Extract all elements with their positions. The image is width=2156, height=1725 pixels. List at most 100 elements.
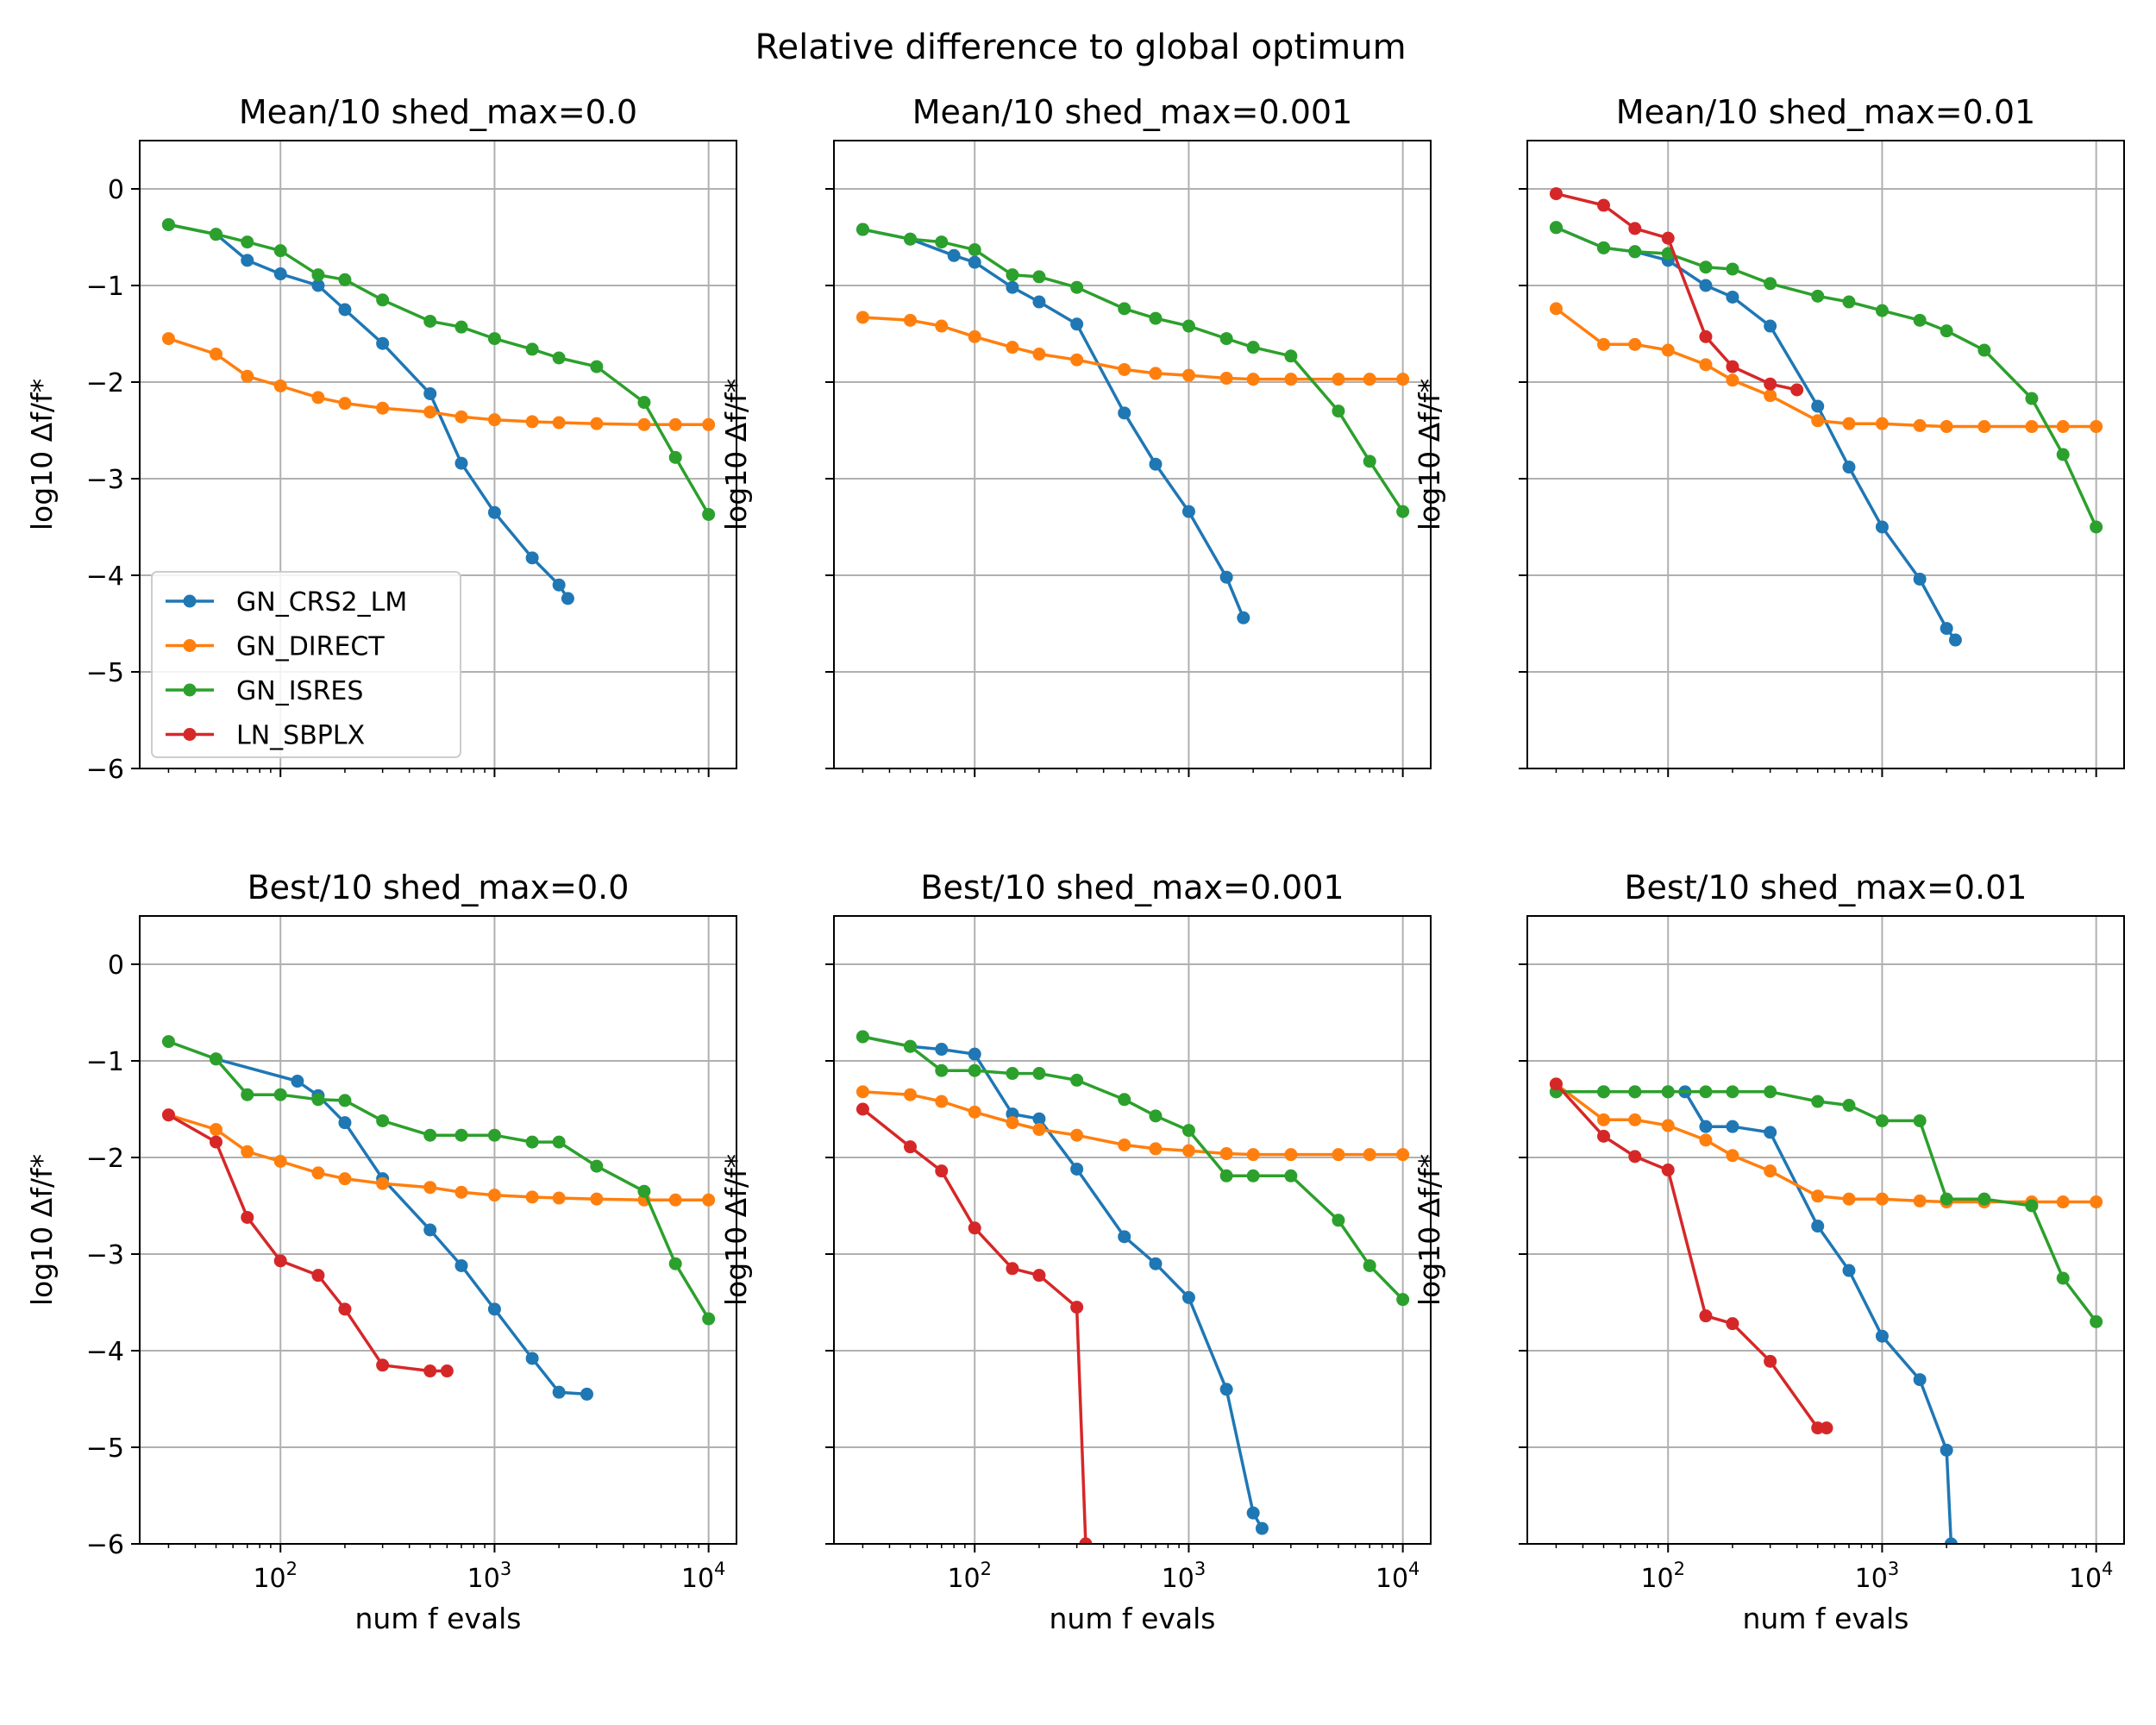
data-point (935, 1095, 949, 1108)
data-point (1332, 1148, 1345, 1162)
data-point (935, 1063, 949, 1077)
series-line (1555, 191, 1798, 392)
data-point (1842, 295, 1856, 309)
axes-frame (139, 140, 737, 769)
data-point (668, 1193, 682, 1207)
series-line (862, 1090, 1403, 1157)
data-point (376, 336, 390, 350)
data-point (1149, 367, 1163, 380)
subplot-title: Mean/10 shed_max=0.001 (912, 93, 1353, 131)
data-point (590, 1192, 604, 1206)
data-point (1699, 279, 1713, 292)
data-point (241, 1145, 254, 1158)
data-point (1549, 221, 1563, 235)
data-point (2090, 1195, 2103, 1209)
data-point (1118, 362, 1131, 376)
data-point (1181, 368, 1195, 382)
data-point (1246, 1506, 1260, 1520)
data-point (161, 1108, 175, 1122)
data-point (968, 255, 981, 269)
data-point (1661, 343, 1675, 357)
data-point (1811, 414, 1825, 428)
data-point (1255, 1521, 1269, 1535)
data-point (1118, 1230, 1131, 1244)
data-point (161, 217, 175, 231)
data-point (376, 293, 390, 307)
data-point (1726, 290, 1739, 304)
series-line (862, 228, 1405, 513)
data-point (338, 273, 352, 286)
data-point (1332, 373, 1345, 386)
series-line (168, 223, 711, 516)
data-point (1913, 418, 1927, 432)
data-point (1597, 1085, 1611, 1099)
data-point (273, 244, 287, 258)
data-point (423, 314, 437, 328)
data-point (525, 1135, 539, 1149)
legend-marker (183, 594, 197, 608)
data-point (1181, 1290, 1195, 1304)
data-point (1118, 406, 1131, 420)
data-point (1118, 302, 1131, 316)
data-point (210, 348, 223, 361)
data-point (1944, 1537, 1958, 1544)
data-point (1726, 360, 1739, 373)
data-point (376, 1113, 390, 1127)
data-point (2025, 420, 2039, 434)
data-point (1811, 1095, 1825, 1108)
series-line (862, 1107, 1087, 1544)
data-point (1597, 241, 1611, 254)
data-point (487, 413, 501, 427)
data-point (1764, 319, 1777, 333)
data-point (1628, 1085, 1642, 1099)
series-line (167, 336, 709, 427)
data-point (1032, 1067, 1046, 1081)
data-point (311, 279, 325, 292)
data-point (210, 228, 223, 242)
data-point (311, 1093, 325, 1107)
data-point (590, 417, 604, 430)
data-point (1219, 372, 1233, 386)
data-point (1842, 417, 1856, 430)
data-point (1726, 262, 1739, 276)
data-point (1699, 1120, 1713, 1133)
data-point (210, 1135, 223, 1149)
data-point (1875, 304, 1889, 317)
data-point (2056, 420, 2070, 434)
data-point (1764, 1354, 1777, 1368)
data-point (637, 417, 651, 431)
data-point (161, 1035, 175, 1049)
data-point (1699, 1133, 1713, 1147)
data-point (856, 1102, 869, 1116)
data-point (1006, 1116, 1019, 1130)
data-point (454, 1185, 468, 1199)
data-point (1284, 1148, 1298, 1162)
data-point (968, 1047, 981, 1061)
legend-label: GN_ISRES (236, 676, 363, 706)
data-point (1842, 1192, 1856, 1206)
y-axis-label: log10 Δf/f* (719, 379, 753, 530)
series-line (862, 1035, 1404, 1301)
y-axis-label: log10 Δf/f* (25, 1154, 59, 1306)
legend-label: GN_DIRECT (236, 632, 385, 662)
series-gn-isres (161, 217, 716, 521)
data-point (1549, 1077, 1563, 1091)
axes-frame (139, 915, 737, 1545)
y-tick-label: −3 (86, 1240, 124, 1270)
data-point (525, 415, 539, 429)
data-point (1699, 260, 1713, 274)
data-point (1699, 1085, 1713, 1099)
data-point (1940, 420, 1953, 434)
data-point (1246, 341, 1260, 354)
data-point (2090, 420, 2103, 434)
data-point (590, 1159, 604, 1173)
data-point (1006, 1262, 1019, 1276)
data-point (702, 507, 716, 521)
data-point (161, 332, 175, 346)
data-point (2025, 1199, 2039, 1213)
data-point (1597, 1129, 1611, 1143)
data-point (1726, 1149, 1739, 1163)
subplot-title: Best/10 shed_max=0.0 (248, 869, 630, 906)
legend-entry-ln-sbplx: LN_SBPLX (166, 721, 365, 751)
